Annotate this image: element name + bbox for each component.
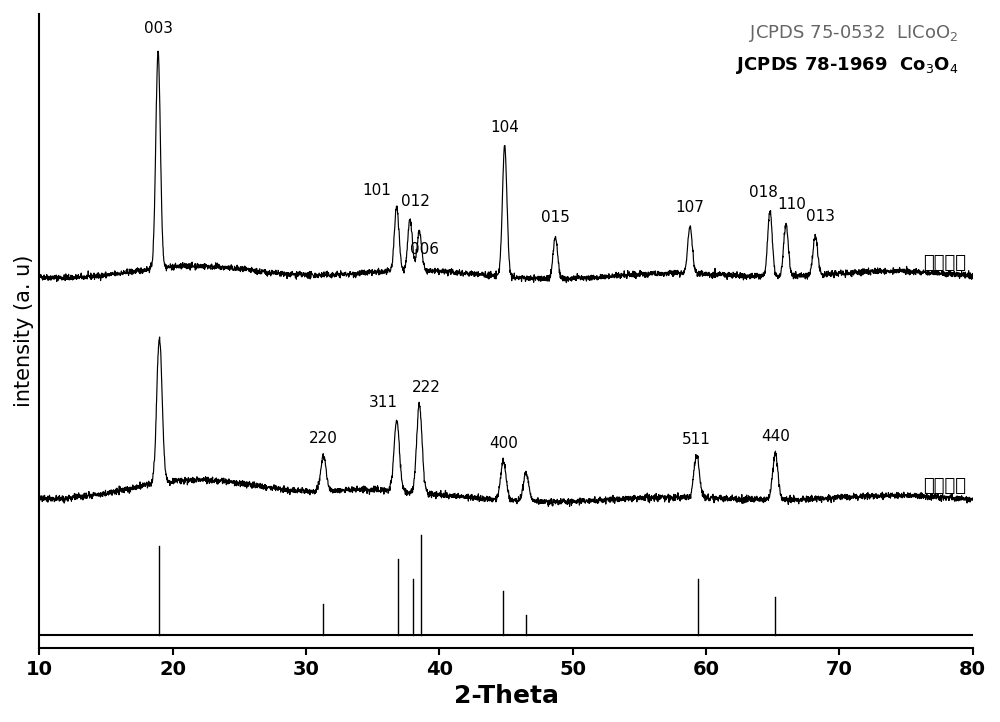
Text: JCPDS 78-1969  Co$_3$O$_4$: JCPDS 78-1969 Co$_3$O$_4$ (736, 55, 959, 76)
Text: 补锂不足: 补锂不足 (923, 477, 966, 495)
Text: 补锂充分: 补锂充分 (923, 254, 966, 271)
Text: 311: 311 (369, 395, 398, 410)
X-axis label: 2-Theta: 2-Theta (454, 684, 559, 708)
Text: 511: 511 (682, 432, 711, 447)
Text: 107: 107 (676, 200, 704, 215)
Text: 013: 013 (806, 209, 835, 224)
Text: 222: 222 (412, 380, 440, 396)
Text: 006: 006 (410, 242, 439, 256)
Text: 110: 110 (777, 197, 806, 212)
Text: 104: 104 (490, 120, 519, 134)
Text: 101: 101 (362, 183, 391, 198)
Text: 012: 012 (401, 194, 430, 209)
Text: 015: 015 (541, 210, 570, 225)
Text: 400: 400 (489, 437, 518, 451)
Y-axis label: intensity (a. u): intensity (a. u) (14, 255, 34, 407)
Text: 440: 440 (761, 429, 790, 444)
Text: JCPDS 75-0532  LICoO$_2$: JCPDS 75-0532 LICoO$_2$ (749, 23, 959, 44)
Text: 018: 018 (749, 185, 778, 200)
Text: 003: 003 (144, 21, 173, 35)
Text: 220: 220 (309, 431, 338, 446)
